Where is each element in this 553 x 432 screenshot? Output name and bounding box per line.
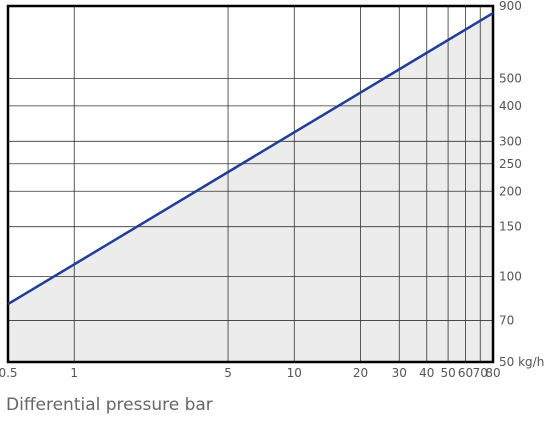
y-tick-label: 50 kg/h bbox=[499, 355, 544, 369]
area-fill bbox=[8, 13, 493, 362]
line bbox=[7, 11, 494, 306]
x-axis-label: Differential pressure bar bbox=[6, 395, 213, 415]
y-tick-label: 900 bbox=[499, 0, 522, 13]
x-tick-label: 5 bbox=[224, 366, 232, 380]
y-tick-label: 200 bbox=[499, 184, 522, 198]
y-tick-label: 500 bbox=[499, 71, 522, 85]
x-tick-label: 80 bbox=[485, 366, 500, 380]
x-tick-label: 50 bbox=[440, 366, 455, 380]
y-tick-label: 400 bbox=[499, 99, 522, 113]
x-tick-label: 70 bbox=[473, 366, 488, 380]
plot-frame bbox=[6, 4, 495, 364]
x-tick-label: 20 bbox=[353, 366, 368, 380]
y-tick-label: 250 bbox=[499, 157, 522, 171]
x-tick-label: 40 bbox=[419, 366, 434, 380]
x-tick-label: 1 bbox=[70, 366, 78, 380]
y-tick-label: 300 bbox=[499, 134, 522, 148]
y-tick-label: 70 bbox=[499, 314, 514, 328]
x-tick-label: 60 bbox=[458, 366, 473, 380]
y-tick-label: 150 bbox=[499, 220, 522, 234]
x-tick-label: 30 bbox=[392, 366, 407, 380]
x-tick-label: 0.5 bbox=[0, 366, 18, 380]
x-tick-label: 10 bbox=[287, 366, 302, 380]
y-tick-label: 100 bbox=[499, 270, 522, 284]
